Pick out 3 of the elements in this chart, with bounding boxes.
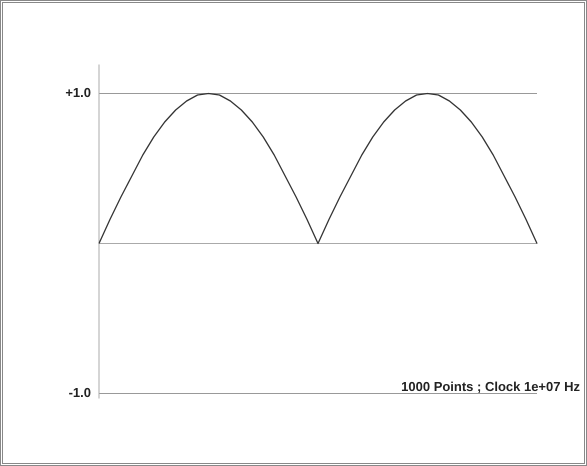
annotation: 1000 Points ; Clock 1e+07 Hz [401, 379, 580, 394]
y-tick-label: +1.0 [65, 85, 91, 100]
y-tick-label: -1.0 [68, 385, 91, 400]
